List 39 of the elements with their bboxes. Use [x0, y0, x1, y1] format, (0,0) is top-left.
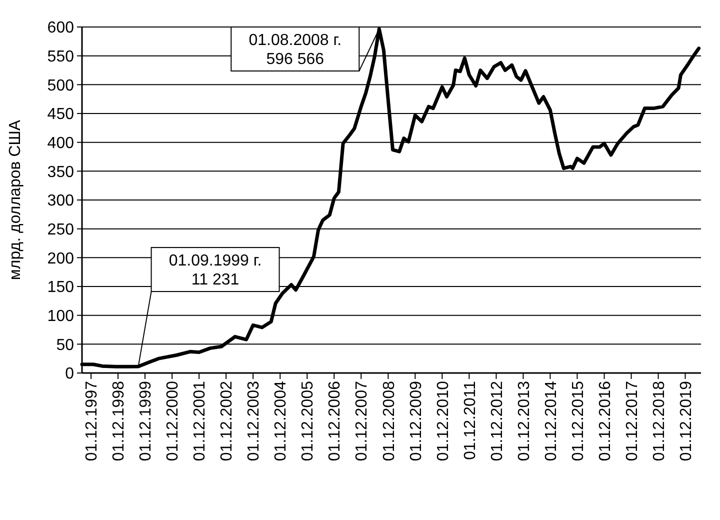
x-tick-label: 01.12.2012: [488, 380, 506, 462]
x-tick-label: 01.12.2019: [678, 380, 695, 462]
x-tick-label: 01.12.2006: [326, 380, 344, 462]
y-tick-label: 450: [47, 106, 74, 124]
y-tick-label: 250: [47, 221, 74, 238]
x-tick-label: 01.12.2014: [542, 380, 560, 462]
x-tick-label: 01.12.2002: [218, 380, 236, 462]
x-tick-label: 01.12.2009: [408, 380, 425, 462]
y-tick-label: 400: [47, 134, 74, 152]
y-axis-title: млрд. долларов США: [7, 120, 24, 280]
x-tick-label: 01.12.2011: [462, 380, 479, 460]
y-tick-label: 150: [47, 279, 74, 296]
y-tick-label: 350: [47, 164, 74, 181]
annotation: 01.08.2008 г. 596 566: [248, 32, 342, 68]
x-tick-label: 01.12.1999: [138, 380, 155, 462]
x-tick-label: 01.12.2003: [246, 380, 263, 462]
y-tick-label: 100: [47, 308, 74, 325]
x-tick-label: 01.12.2016: [596, 380, 614, 462]
x-tick-label: 01.12.2007: [354, 380, 371, 462]
annotation: 01.09.1999 г. 11 231: [168, 252, 262, 289]
y-tick-label: 0: [65, 366, 74, 383]
x-tick-label: 01.12.2013: [516, 380, 533, 462]
x-tick-label: 01.12.2010: [434, 380, 452, 462]
x-tick-label: 01.12.1997: [84, 380, 101, 462]
y-tick-label: 550: [47, 48, 74, 66]
y-tick-label: 600: [47, 20, 74, 37]
x-tick-label: 01.12.1998: [110, 380, 128, 462]
x-tick-label: 01.12.2000: [164, 380, 182, 462]
x-tick-label: 01.12.2004: [272, 380, 290, 462]
x-tick-label: 01.12.2005: [300, 380, 317, 462]
x-tick-label: 01.12.2008: [380, 380, 398, 462]
y-tick-label: 500: [47, 77, 74, 94]
y-tick-label: 300: [47, 192, 74, 210]
y-tick-label: 50: [56, 336, 74, 354]
x-tick-label: 01.12.2017: [624, 380, 641, 462]
y-tick-label: 200: [47, 250, 74, 268]
x-tick-label: 01.12.2015: [570, 380, 587, 462]
x-tick-label: 01.12.2018: [650, 380, 668, 462]
x-tick-label: 01.12.2001: [192, 380, 209, 462]
